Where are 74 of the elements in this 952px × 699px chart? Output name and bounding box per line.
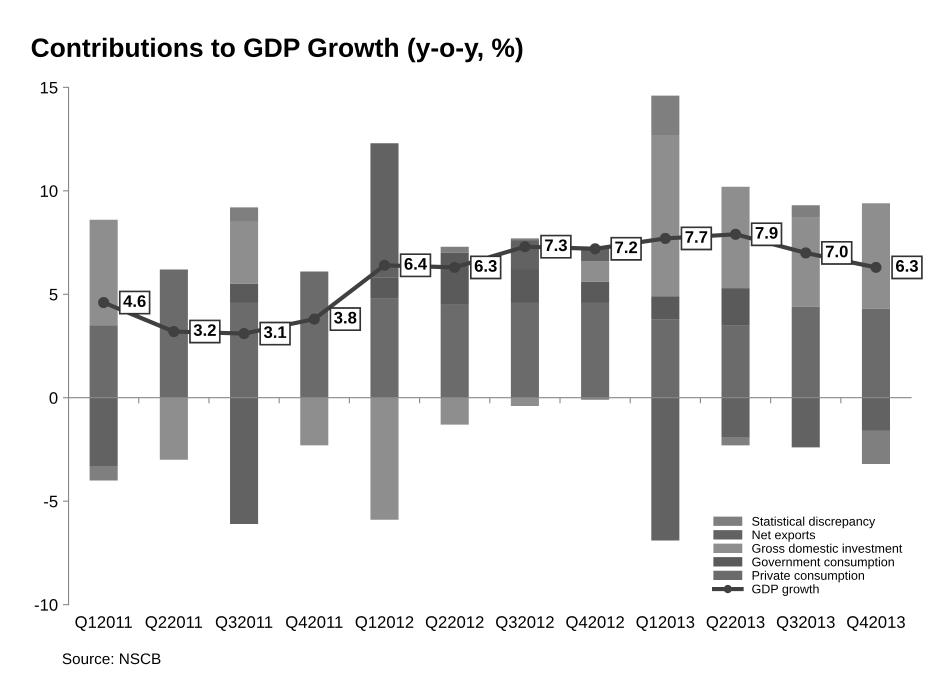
legend-label: Gross domestic investment bbox=[752, 544, 902, 553]
data-label: 3.8 bbox=[334, 312, 356, 324]
bar bbox=[792, 205, 820, 218]
bar bbox=[440, 304, 469, 398]
data-label: 3.1 bbox=[264, 326, 286, 338]
y-tick-label: 10 bbox=[40, 185, 58, 198]
x-tick-label: Q12013 bbox=[636, 616, 694, 631]
point bbox=[660, 232, 671, 244]
bar bbox=[581, 302, 610, 398]
point bbox=[308, 314, 320, 325]
bar bbox=[862, 430, 890, 464]
bar bbox=[370, 298, 399, 398]
data-label: 4.6 bbox=[123, 295, 146, 308]
legend-label: Government consumption bbox=[752, 557, 894, 569]
bar bbox=[651, 134, 680, 296]
data-label: 7.3 bbox=[545, 239, 567, 252]
legend-label: Net exports bbox=[752, 530, 816, 542]
bar bbox=[721, 186, 750, 288]
bar bbox=[440, 246, 469, 253]
chart-title: Contributions to GDP Growth (y-o-y, %) bbox=[32, 38, 522, 62]
y-tick-label: -10 bbox=[34, 599, 58, 611]
x-tick-label: Q42012 bbox=[566, 616, 624, 631]
data-label: 3.2 bbox=[194, 324, 216, 336]
bar bbox=[581, 261, 610, 282]
bar bbox=[90, 466, 118, 480]
data-label: 6.3 bbox=[896, 260, 918, 272]
point bbox=[168, 326, 180, 338]
bar bbox=[510, 302, 539, 398]
point bbox=[519, 241, 530, 252]
x-tick-label: Q12011 bbox=[75, 616, 132, 631]
point bbox=[378, 260, 390, 271]
y-tick-label: 0 bbox=[50, 392, 58, 404]
point bbox=[590, 243, 601, 254]
point bbox=[730, 228, 742, 240]
legend-label: Private consumption bbox=[752, 570, 864, 582]
bar bbox=[300, 272, 328, 398]
y-tick-label: 5 bbox=[50, 288, 58, 300]
x-tick-label: Q32013 bbox=[776, 616, 835, 631]
data-label: 6.4 bbox=[404, 258, 428, 270]
x-tick-label: Q22013 bbox=[706, 616, 764, 631]
y-tick-label: 15 bbox=[40, 82, 58, 94]
data-label: 7.0 bbox=[826, 246, 848, 258]
bar bbox=[230, 207, 258, 222]
x-tick-label: Q22012 bbox=[426, 616, 484, 631]
bar bbox=[581, 282, 610, 303]
legend-label: GDP growth bbox=[752, 584, 819, 596]
point bbox=[449, 262, 460, 273]
bar bbox=[862, 203, 890, 309]
x-tick-label: Q42013 bbox=[847, 616, 905, 631]
y-tick-label: -5 bbox=[44, 496, 58, 508]
point bbox=[98, 297, 110, 308]
data-label: 7.2 bbox=[615, 241, 638, 254]
bar bbox=[651, 96, 680, 135]
data-label: 7.9 bbox=[756, 226, 778, 239]
bar bbox=[160, 269, 188, 398]
bar bbox=[721, 288, 750, 326]
source-note: Source: NSCB bbox=[62, 653, 160, 664]
x-tick-label: Q22011 bbox=[146, 616, 202, 631]
x-tick-label: Q32011 bbox=[216, 616, 272, 631]
legend-label: Statistical discrepancy bbox=[752, 516, 876, 528]
x-tick-label: Q42011 bbox=[286, 616, 343, 631]
point bbox=[238, 328, 250, 340]
bar bbox=[651, 296, 680, 320]
data-label: 6.3 bbox=[474, 260, 497, 272]
bar bbox=[792, 218, 820, 307]
bar bbox=[230, 222, 258, 284]
bar bbox=[90, 220, 118, 326]
data-label: 7.7 bbox=[685, 231, 708, 243]
bar bbox=[230, 284, 258, 303]
point bbox=[870, 262, 882, 273]
point bbox=[800, 247, 812, 258]
x-tick-label: Q12012 bbox=[356, 616, 414, 631]
x-tick-label: Q32012 bbox=[496, 616, 554, 631]
bar bbox=[721, 437, 750, 446]
